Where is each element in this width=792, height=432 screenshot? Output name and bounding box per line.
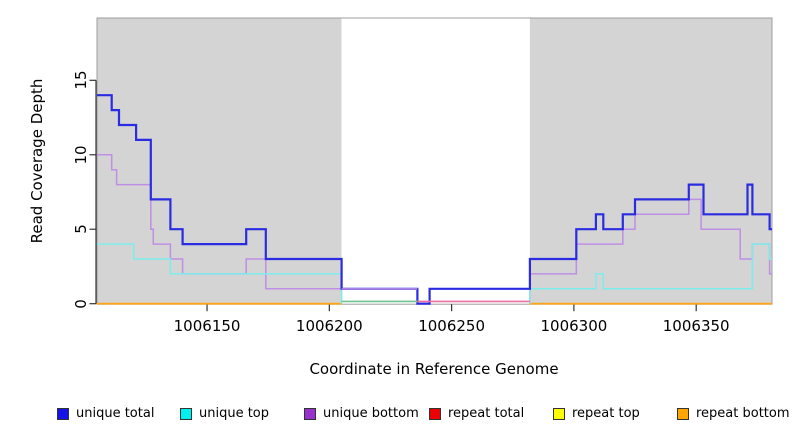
repeat-region-right [529,18,772,305]
x-tick-label: 1006350 [662,317,730,335]
unique-region-gap [341,18,530,305]
repeat-region-left [97,18,342,305]
series-unique-total [97,94,772,305]
x-tick-label: 1006250 [418,317,486,335]
x-tick-label: 1006200 [295,317,363,335]
series-unique-top [529,243,772,304]
x-axis-label: Coordinate in Reference Genome [309,360,559,378]
y-tick-label: 15 [72,70,90,90]
y-tick-label: 5 [72,224,90,235]
y-tick-label: 10 [72,145,90,165]
y-axis-label: Read Coverage Depth [28,78,46,244]
plot-border [96,17,773,305]
x-tick-label: 1006300 [540,317,608,335]
y-tick-label: 0 [72,298,90,309]
x-tick-label: 1006150 [173,317,241,335]
